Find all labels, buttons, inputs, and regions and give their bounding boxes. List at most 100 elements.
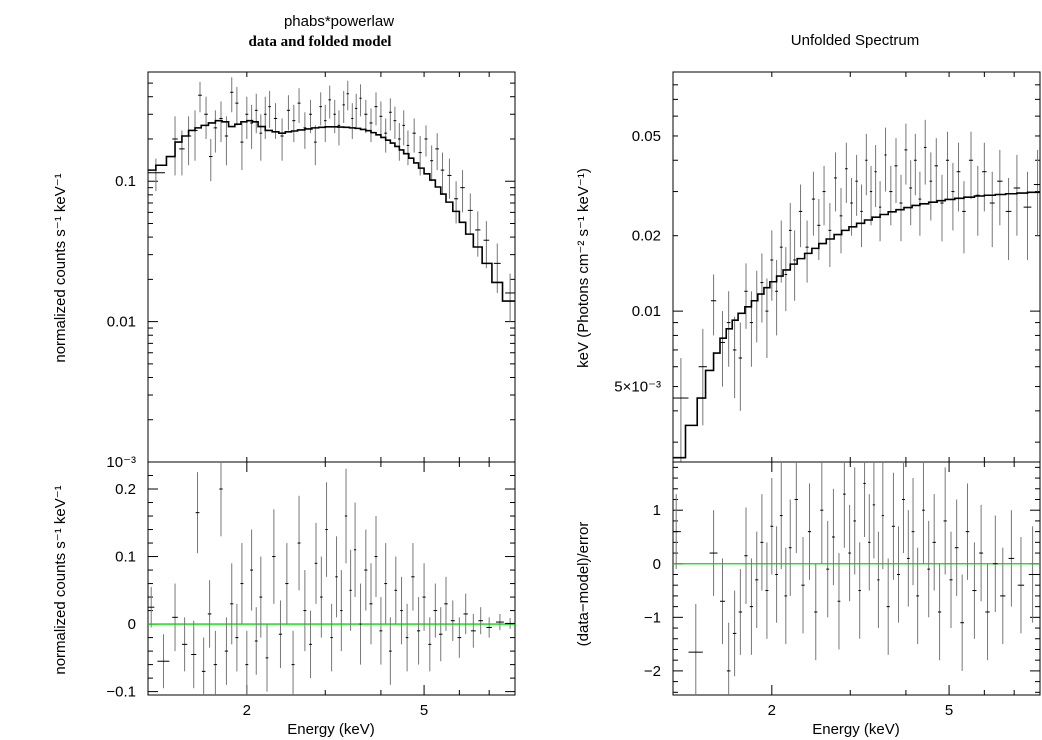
residual-point bbox=[359, 583, 362, 665]
data-point bbox=[698, 328, 707, 426]
residual-point bbox=[245, 630, 249, 695]
residual-point bbox=[195, 472, 200, 554]
data-point bbox=[732, 316, 737, 399]
data-point bbox=[273, 103, 278, 139]
residual-point bbox=[388, 617, 392, 685]
residual-point bbox=[784, 547, 788, 645]
residual-point bbox=[157, 634, 170, 689]
data-point bbox=[855, 154, 858, 216]
data-point bbox=[784, 247, 788, 312]
plot-frame bbox=[672, 71, 1041, 463]
y-tick-label: 0.1 bbox=[115, 173, 136, 190]
data-point bbox=[384, 118, 388, 153]
data-point bbox=[483, 221, 490, 269]
y-tick-label: 0.1 bbox=[115, 549, 136, 566]
data-point bbox=[828, 203, 832, 267]
residual-point bbox=[314, 522, 318, 604]
data-point bbox=[765, 278, 769, 359]
data-point bbox=[962, 181, 966, 254]
residual-point bbox=[943, 467, 947, 575]
residual-point bbox=[807, 483, 812, 580]
data-point bbox=[364, 99, 368, 134]
x-tick-label: 5 bbox=[945, 702, 953, 719]
data-point bbox=[775, 259, 779, 336]
y-tick-label: 1 bbox=[653, 502, 661, 519]
data-point bbox=[440, 152, 445, 195]
data-point bbox=[430, 145, 434, 182]
residual-point bbox=[285, 543, 289, 625]
data-point bbox=[940, 174, 944, 242]
residual-point bbox=[837, 553, 841, 650]
data-point bbox=[710, 274, 717, 336]
residual-point bbox=[765, 542, 769, 639]
residual-point bbox=[732, 590, 737, 677]
residual-point bbox=[1028, 526, 1037, 623]
residual-point bbox=[868, 494, 871, 591]
data-point bbox=[292, 104, 296, 143]
residual-point bbox=[949, 531, 953, 629]
y-tick-label: 0.01 bbox=[107, 314, 136, 331]
residual-point bbox=[775, 526, 779, 623]
residual-point bbox=[495, 613, 504, 631]
data-point bbox=[254, 93, 258, 134]
plot-frame bbox=[147, 461, 516, 696]
model-curve bbox=[148, 119, 515, 302]
data-point bbox=[956, 142, 961, 212]
data-point bbox=[398, 122, 401, 161]
data-point bbox=[467, 193, 473, 235]
residual-point bbox=[979, 504, 984, 602]
data-point bbox=[874, 145, 877, 208]
residual-point bbox=[201, 637, 206, 695]
residual-point bbox=[384, 543, 388, 625]
residual-point bbox=[303, 570, 307, 652]
right-bottom-panel: 2 5 1 0 −1 −2 bbox=[644, 461, 1041, 719]
residual-point bbox=[877, 531, 880, 629]
residual-point bbox=[985, 563, 990, 661]
residual-point bbox=[148, 586, 155, 628]
residual-point bbox=[726, 622, 731, 695]
residual-point bbox=[374, 516, 378, 598]
data-point bbox=[309, 99, 312, 134]
data-point bbox=[755, 270, 759, 343]
data-point bbox=[209, 138, 213, 182]
data-point bbox=[323, 104, 327, 143]
residual-point bbox=[897, 526, 901, 623]
data-point bbox=[884, 127, 887, 192]
residual-point bbox=[422, 563, 426, 631]
residual-point bbox=[916, 547, 919, 645]
residual-point bbox=[738, 569, 743, 655]
data-point bbox=[817, 199, 821, 260]
residual-point bbox=[230, 563, 234, 645]
residual-point bbox=[309, 610, 312, 679]
residual-point bbox=[400, 576, 403, 645]
left-subtitle: data and folded model bbox=[249, 34, 392, 50]
y-tick-label: 10⁻³ bbox=[106, 454, 136, 471]
data-point bbox=[909, 160, 913, 226]
data-point bbox=[975, 165, 980, 236]
residual-point bbox=[848, 504, 851, 602]
right-top-ylabel: keV (Photons cm⁻² s⁻¹ keV⁻¹) bbox=[575, 168, 592, 368]
data-point bbox=[493, 243, 501, 293]
data-point bbox=[374, 92, 378, 126]
residual-point bbox=[794, 462, 799, 554]
x-tick-label: 2 bbox=[768, 702, 776, 719]
right-xlabel: Energy (keV) bbox=[812, 721, 900, 738]
residual-point bbox=[1008, 510, 1015, 607]
residual-point bbox=[832, 488, 835, 586]
data-point bbox=[388, 98, 392, 131]
data-point bbox=[351, 103, 354, 139]
residual-point bbox=[932, 494, 936, 591]
data-point bbox=[760, 253, 764, 323]
data-point bbox=[250, 104, 254, 149]
data-point bbox=[435, 133, 439, 171]
left-top-ylabel: normalized counts s⁻¹ keV⁻¹ bbox=[52, 173, 69, 362]
data-point bbox=[240, 122, 244, 171]
data-point bbox=[805, 220, 809, 283]
residual-point bbox=[405, 603, 409, 672]
residual-point bbox=[394, 556, 398, 625]
data-point bbox=[213, 110, 218, 153]
plot-frame bbox=[672, 461, 1041, 696]
data-point bbox=[719, 311, 725, 387]
residual-point bbox=[340, 570, 343, 652]
residual-point bbox=[826, 520, 830, 618]
